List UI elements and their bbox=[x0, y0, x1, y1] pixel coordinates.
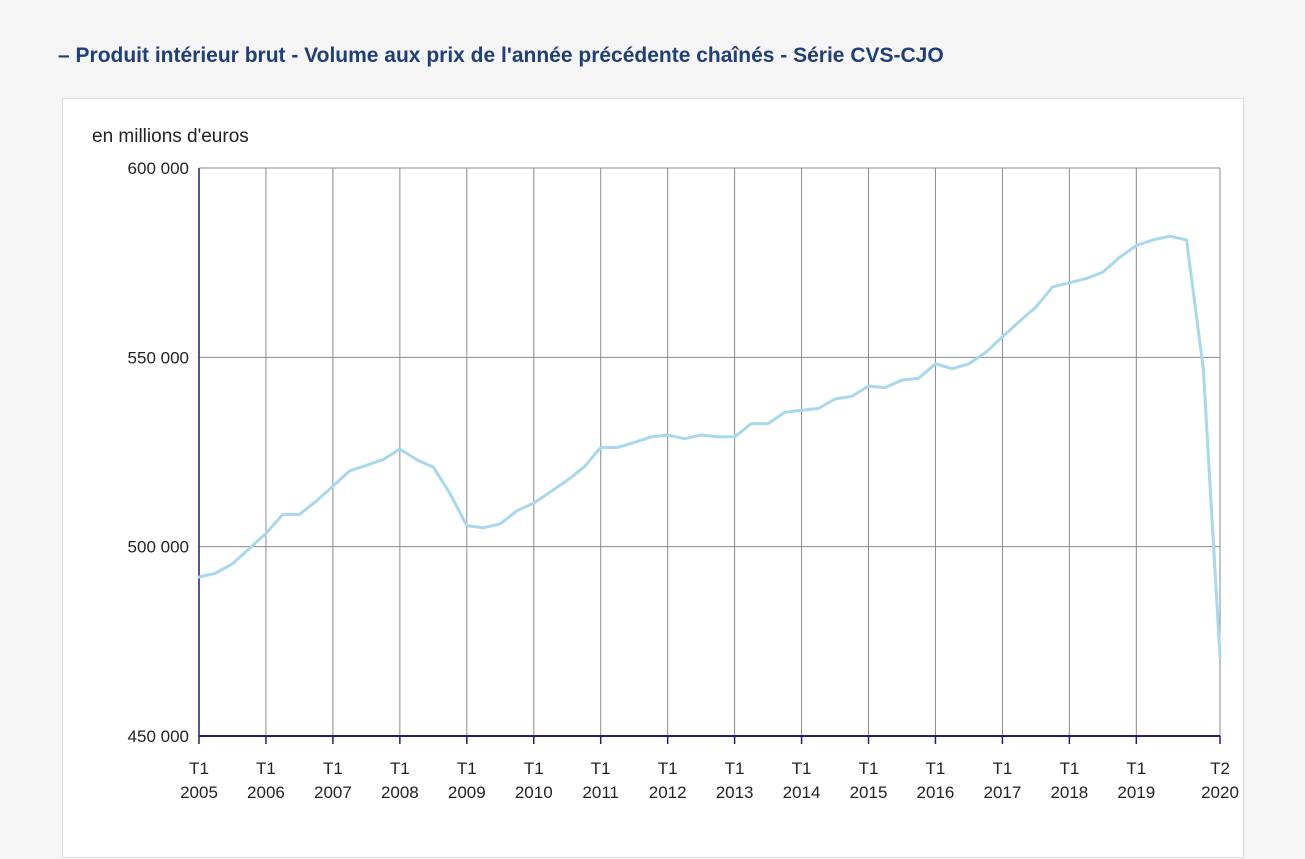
x-tick-quarter: T1 bbox=[859, 759, 879, 778]
x-tick-quarter: T1 bbox=[323, 759, 343, 778]
x-tick-year: 2005 bbox=[180, 783, 218, 802]
x-tick-year: 2020 bbox=[1201, 783, 1239, 802]
axes bbox=[198, 168, 1221, 744]
x-tick-year: 2007 bbox=[314, 783, 352, 802]
x-tick-year: 2018 bbox=[1050, 783, 1088, 802]
y-tick-label: 450 000 bbox=[128, 727, 189, 746]
x-tick-year: 2013 bbox=[716, 783, 754, 802]
x-tick-quarter: T1 bbox=[658, 759, 678, 778]
x-tick-year: 2009 bbox=[448, 783, 486, 802]
x-tick-year: 2019 bbox=[1117, 783, 1155, 802]
x-tick-year: 2006 bbox=[247, 783, 285, 802]
x-tick-quarter: T1 bbox=[189, 759, 209, 778]
x-tick-quarter: T2 bbox=[1210, 759, 1230, 778]
y-tick-label: 500 000 bbox=[128, 538, 189, 557]
y-axis-unit-label: en millions d'euros bbox=[92, 126, 249, 147]
gdp-series-line bbox=[197, 234, 1222, 658]
x-tick-quarter: T1 bbox=[1126, 759, 1146, 778]
page-title: – Produit intérieur brut - Volume aux pr… bbox=[58, 44, 944, 67]
x-tick-labels: T1 2005 T1 2006 T1 2007 T1 2008 T1 2009 T1 2010 T1 20… bbox=[180, 759, 1239, 802]
x-tick-year: 2010 bbox=[515, 783, 553, 802]
grid-lines bbox=[199, 167, 1221, 736]
gdp-line-chart: en millions d'euros 600 000 550 000 500 00… bbox=[92, 126, 1239, 802]
x-tick-year: 2016 bbox=[917, 783, 955, 802]
x-tick-quarter: T1 bbox=[256, 759, 276, 778]
x-tick-quarter: T1 bbox=[926, 759, 946, 778]
x-tick-quarter: T1 bbox=[792, 759, 812, 778]
x-tick-quarter: T1 bbox=[992, 759, 1012, 778]
x-tick-year: 2008 bbox=[381, 783, 419, 802]
x-tick-quarter: T1 bbox=[725, 759, 745, 778]
chart-panel: en millions d'euros 600 000 550 000 500 00… bbox=[62, 98, 1244, 858]
x-tick-quarter: T1 bbox=[1059, 759, 1079, 778]
x-tick-year: 2011 bbox=[582, 783, 619, 802]
x-tick-quarter: T1 bbox=[524, 759, 544, 778]
y-tick-labels: 600 000 550 000 500 000 450 000 bbox=[128, 159, 189, 746]
x-tick-year: 2015 bbox=[850, 783, 888, 802]
series bbox=[197, 234, 1222, 658]
x-tick-quarter: T1 bbox=[457, 759, 477, 778]
x-tick-year: 2014 bbox=[783, 783, 821, 802]
x-tick-year: 2017 bbox=[983, 783, 1021, 802]
y-tick-label: 600 000 bbox=[128, 159, 189, 178]
x-tick-year: 2012 bbox=[649, 783, 687, 802]
y-tick-label: 550 000 bbox=[128, 348, 189, 367]
x-tick-quarter: T1 bbox=[390, 759, 410, 778]
x-tick-quarter: T1 bbox=[591, 759, 611, 778]
